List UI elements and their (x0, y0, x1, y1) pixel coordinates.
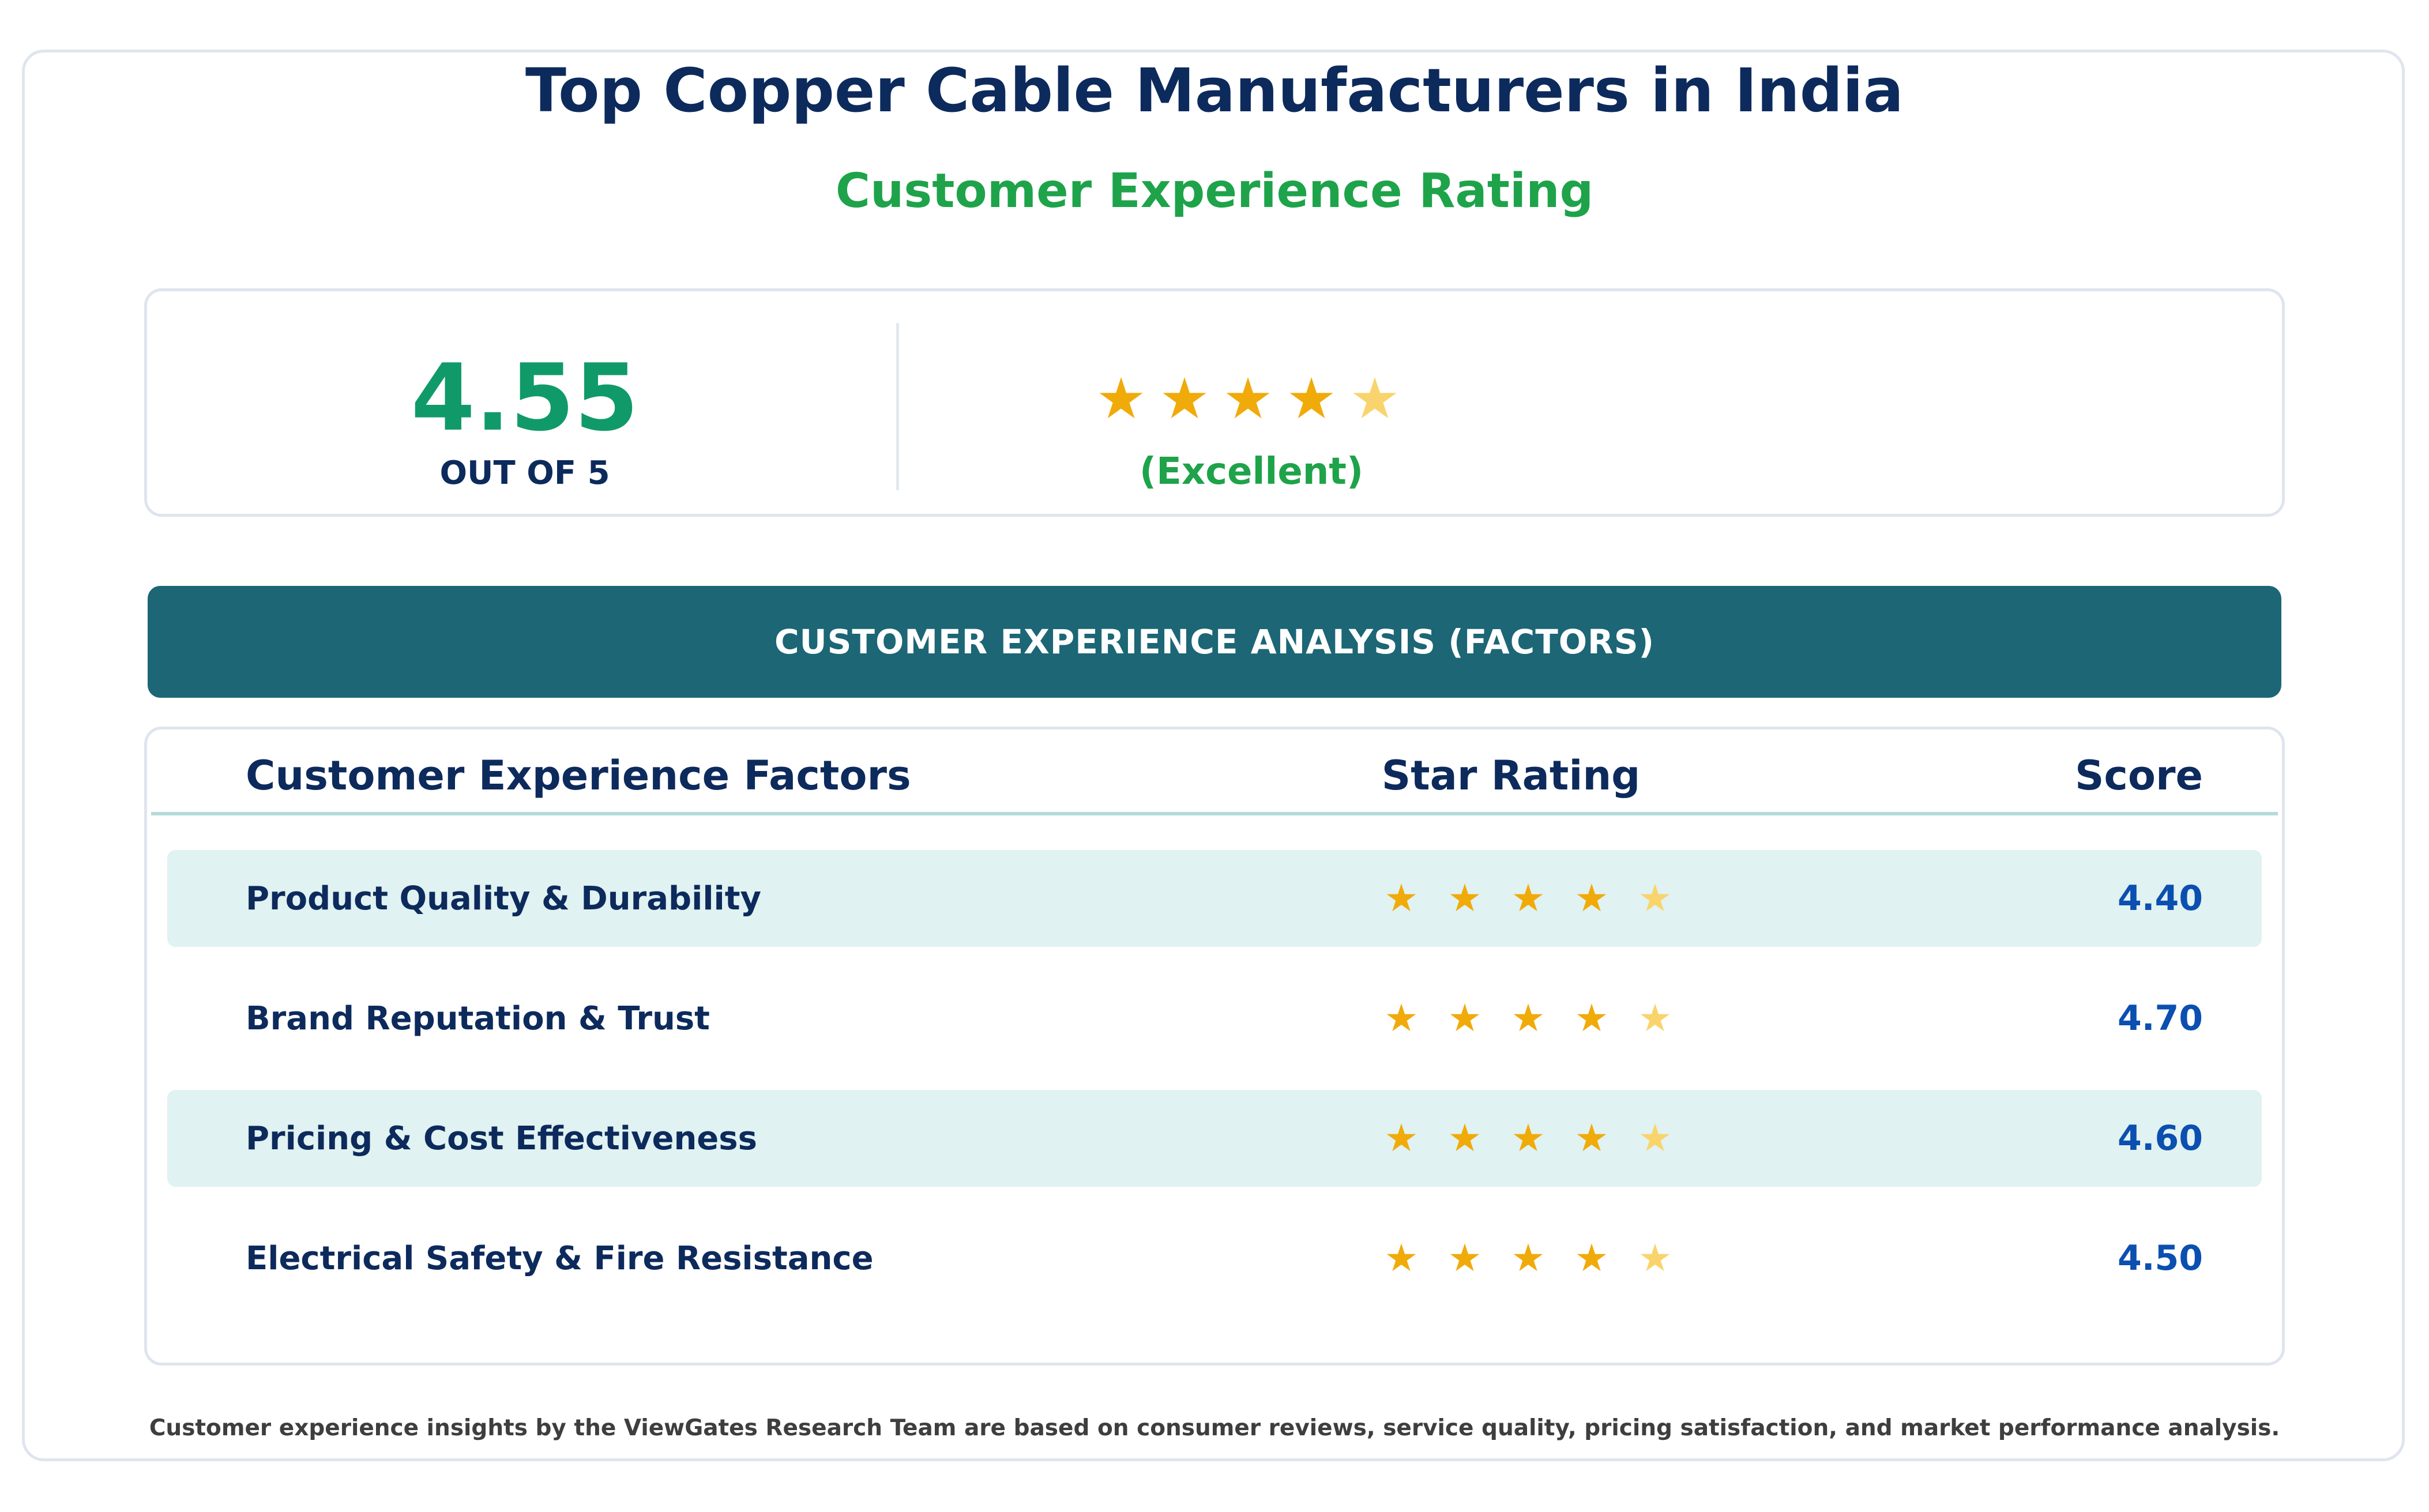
table-row: Brand Reputation & Trust ★ ★ ★ ★ ★ 4.70 (167, 970, 2262, 1067)
star-icon: ★ (1574, 1116, 1609, 1160)
star-icon: ★ (1159, 366, 1210, 432)
star-icon: ★ (1096, 366, 1146, 432)
factor-star-rating: ★ ★ ★ ★ ★ (1378, 850, 1678, 947)
factor-label: Brand Reputation & Trust (246, 999, 710, 1037)
section-banner: CUSTOMER EXPERIENCE ANALYSIS (FACTORS) (148, 586, 2281, 698)
star-icon: ★ (1511, 1116, 1546, 1160)
factor-score: 4.70 (2117, 998, 2203, 1039)
star-icon: ★ (1384, 1236, 1419, 1280)
factor-star-rating: ★ ★ ★ ★ ★ (1378, 970, 1678, 1067)
factor-score: 4.60 (2117, 1118, 2203, 1159)
table-row: Electrical Safety & Fire Resistance ★ ★ … (167, 1210, 2262, 1307)
star-icon: ★ (1574, 876, 1609, 920)
star-icon: ★ (1574, 1236, 1609, 1280)
table-row: Product Quality & Durability ★ ★ ★ ★ ★ 4… (167, 850, 2262, 947)
star-icon: ★ (1511, 996, 1546, 1040)
factor-label: Product Quality & Durability (246, 879, 762, 917)
overall-score: 4.55 (411, 344, 639, 452)
star-icon: ★ (1447, 1116, 1482, 1160)
star-icon: ★ (1223, 366, 1273, 432)
column-header-factors: Customer Experience Factors (246, 752, 911, 799)
column-header-score: Score (2075, 752, 2203, 799)
score-scale-label: OUT OF 5 (439, 454, 610, 492)
star-icon: ★ (1384, 1116, 1419, 1160)
partial-star-icon: ★ (1638, 1236, 1672, 1280)
partial-star-icon: ★ (1638, 1116, 1672, 1160)
footer-note: Customer experience insights by the View… (149, 1415, 2280, 1441)
star-icon: ★ (1511, 1236, 1546, 1280)
factor-score: 4.50 (2117, 1238, 2203, 1278)
page-subtitle: Customer Experience Rating (835, 164, 1594, 219)
factors-table (144, 727, 2285, 1366)
factor-star-rating: ★ ★ ★ ★ ★ (1378, 1210, 1678, 1307)
rating-label: (Excellent) (1139, 450, 1364, 493)
star-icon: ★ (1447, 996, 1482, 1040)
summary-card (144, 288, 2285, 517)
factor-star-rating: ★ ★ ★ ★ ★ (1378, 1090, 1678, 1187)
partial-star-icon: ★ (1638, 996, 1672, 1040)
star-icon: ★ (1447, 1236, 1482, 1280)
star-icon: ★ (1384, 876, 1419, 920)
star-icon: ★ (1286, 366, 1337, 432)
factor-label: Electrical Safety & Fire Resistance (246, 1239, 874, 1277)
page-title: Top Copper Cable Manufacturers in India (525, 55, 1904, 126)
column-header-star-rating: Star Rating (1381, 752, 1641, 799)
star-icon: ★ (1384, 996, 1419, 1040)
table-row: Pricing & Cost Effectiveness ★ ★ ★ ★ ★ 4… (167, 1090, 2262, 1187)
overall-star-rating: ★ ★ ★ ★ ★ (1096, 364, 1400, 434)
factor-label: Pricing & Cost Effectiveness (246, 1119, 757, 1157)
header-divider (151, 812, 2278, 815)
partial-star-icon: ★ (1349, 366, 1400, 432)
factor-score: 4.40 (2117, 878, 2203, 919)
partial-star-icon: ★ (1638, 876, 1672, 920)
star-icon: ★ (1574, 996, 1609, 1040)
summary-divider (896, 323, 899, 490)
star-icon: ★ (1511, 876, 1546, 920)
star-icon: ★ (1447, 876, 1482, 920)
